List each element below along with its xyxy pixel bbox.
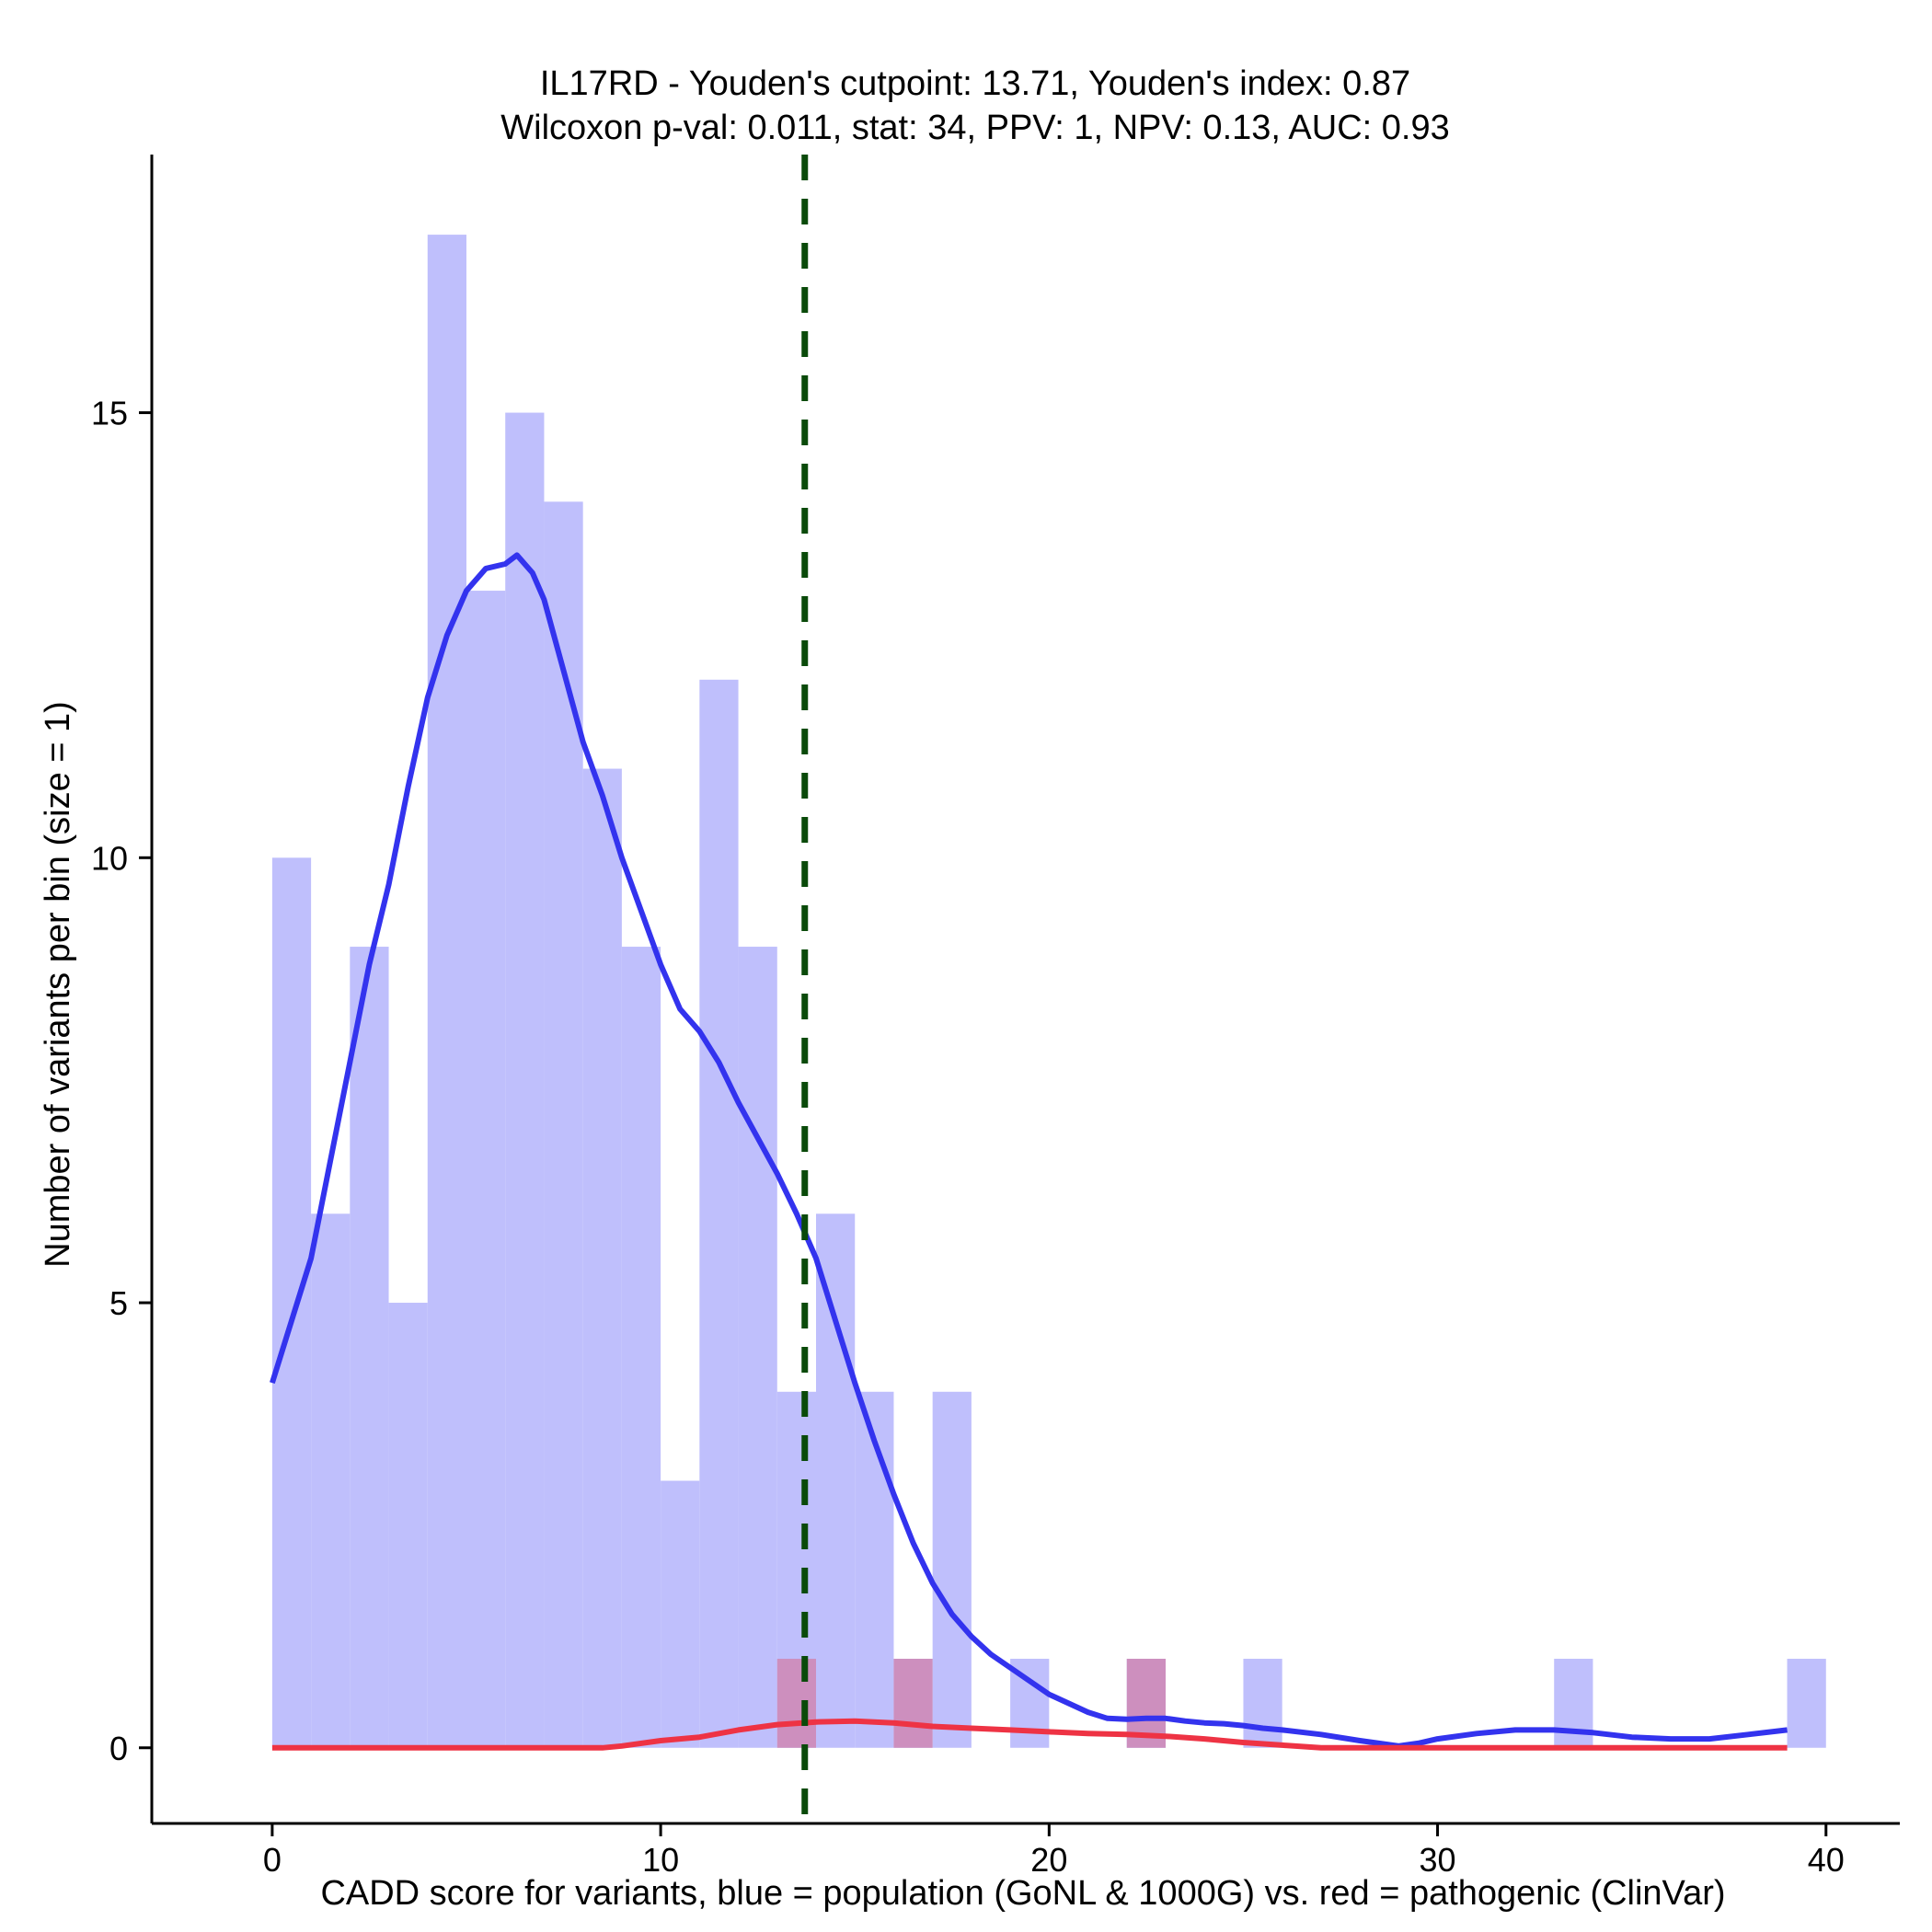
population-bar xyxy=(1243,1659,1282,1748)
population-bar xyxy=(738,947,777,1748)
population-bar xyxy=(1787,1659,1826,1748)
x-tick-label: 30 xyxy=(1420,1841,1456,1879)
pathogenic-bars xyxy=(776,1659,1166,1748)
y-tick-label: 10 xyxy=(91,839,128,877)
population-bar xyxy=(699,679,739,1748)
population-bar xyxy=(427,235,466,1748)
population-bar xyxy=(505,412,545,1748)
x-tick-label: 0 xyxy=(263,1841,282,1879)
y-axis-ticks: 0 5 10 15 xyxy=(91,395,152,1767)
population-bar xyxy=(466,591,506,1748)
population-bar xyxy=(544,501,583,1748)
population-bar xyxy=(311,1213,351,1748)
population-bar xyxy=(388,1303,428,1748)
population-bar xyxy=(350,947,389,1748)
population-bars xyxy=(271,235,1826,1748)
population-bar xyxy=(816,1213,856,1748)
y-tick-label: 5 xyxy=(109,1284,128,1322)
population-bar xyxy=(855,1391,894,1748)
pathogenic-bar xyxy=(776,1659,816,1748)
x-tick-label: 20 xyxy=(1030,1841,1067,1879)
pathogenic-bar xyxy=(893,1659,933,1748)
y-tick-label: 0 xyxy=(109,1730,128,1767)
population-bar xyxy=(621,947,661,1748)
population-bar xyxy=(582,768,622,1748)
x-axis-label: CADD score for variants, blue = populati… xyxy=(320,1874,1725,1913)
x-tick-label: 10 xyxy=(642,1841,679,1879)
population-bar xyxy=(932,1391,972,1748)
population-bar xyxy=(661,1480,700,1748)
y-axis-label: Number of variants per bin (size = 1) xyxy=(39,701,77,1268)
x-tick-label: 40 xyxy=(1808,1841,1845,1879)
chart-title-line1: IL17RD - Youden's cutpoint: 13.71, Youde… xyxy=(540,64,1410,103)
pathogenic-density-line xyxy=(271,1718,1788,1751)
population-bar xyxy=(271,857,312,1748)
chart-title-line2: Wilcoxon p-val: 0.011, stat: 34, PPV: 1,… xyxy=(500,109,1449,147)
y-tick-label: 15 xyxy=(91,395,128,432)
x-axis-ticks: 0 10 20 30 40 xyxy=(263,1823,1845,1879)
